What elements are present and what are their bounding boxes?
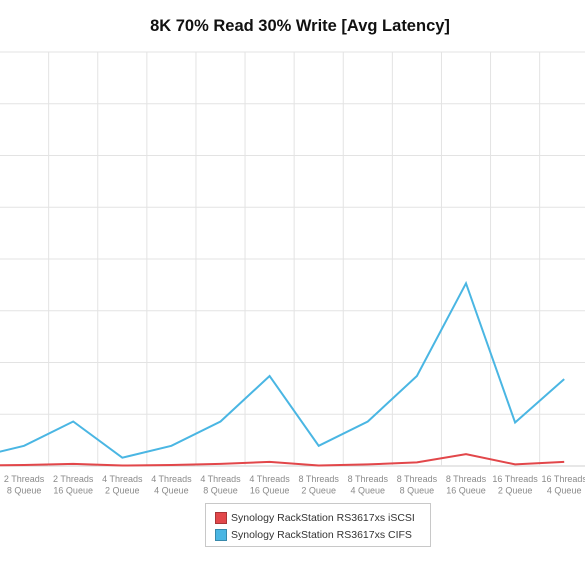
x-tick-label: 4 Queue — [351, 486, 386, 496]
legend-item-cifs[interactable]: Synology RackStation RS3617xs CIFS — [215, 526, 430, 543]
x-tick-label: 16 Queue — [250, 486, 290, 496]
x-tick-label: 8 Threads — [348, 474, 389, 484]
legend-label-cifs: Synology RackStation RS3617xs CIFS — [231, 528, 412, 541]
x-tick-label: 4 Threads — [249, 474, 290, 484]
x-tick-label: 2 Threads — [53, 474, 94, 484]
legend-label-iscsi: Synology RackStation RS3617xs iSCSI — [231, 511, 415, 524]
x-tick-label: 8 Threads — [299, 474, 340, 484]
x-tick-label: 4 Threads — [102, 474, 143, 484]
x-tick-label: 16 Threads — [542, 474, 585, 484]
legend: Synology RackStation RS3617xs iSCSI Syno… — [205, 503, 431, 547]
x-tick-label: 2 Queue — [498, 486, 533, 496]
x-tick-label: 4 Queue — [154, 486, 189, 496]
chart-title: 8K 70% Read 30% Write [Avg Latency] — [150, 17, 450, 35]
x-tick-label: 8 Threads — [446, 474, 487, 484]
x-tick-label: 8 Threads — [397, 474, 438, 484]
grid-lines — [0, 51, 585, 467]
legend-swatch-iscsi — [215, 511, 227, 524]
series-lines — [0, 280, 565, 467]
series-line-cifs — [0, 280, 565, 459]
x-tick-label: 2 Queue — [301, 486, 336, 496]
series-line-iscsi — [0, 453, 565, 467]
x-tick-label: 16 Queue — [446, 486, 486, 496]
x-tick-label: 2 Threads — [4, 474, 45, 484]
x-tick-label: 16 Threads — [492, 474, 538, 484]
x-tick-label: 4 Queue — [547, 486, 582, 496]
x-tick-label: 8 Queue — [400, 486, 435, 496]
legend-swatch-cifs — [215, 528, 227, 541]
legend-item-iscsi[interactable]: Synology RackStation RS3617xs iSCSI — [215, 509, 430, 526]
x-tick-label: 8 Queue — [203, 486, 238, 496]
x-tick-label: 8 Queue — [7, 486, 42, 496]
x-tick-label: 4 Threads — [200, 474, 241, 484]
x-tick-label: 16 Queue — [53, 486, 93, 496]
x-tick-label: 4 Threads — [151, 474, 192, 484]
x-tick-label: 2 Queue — [105, 486, 140, 496]
